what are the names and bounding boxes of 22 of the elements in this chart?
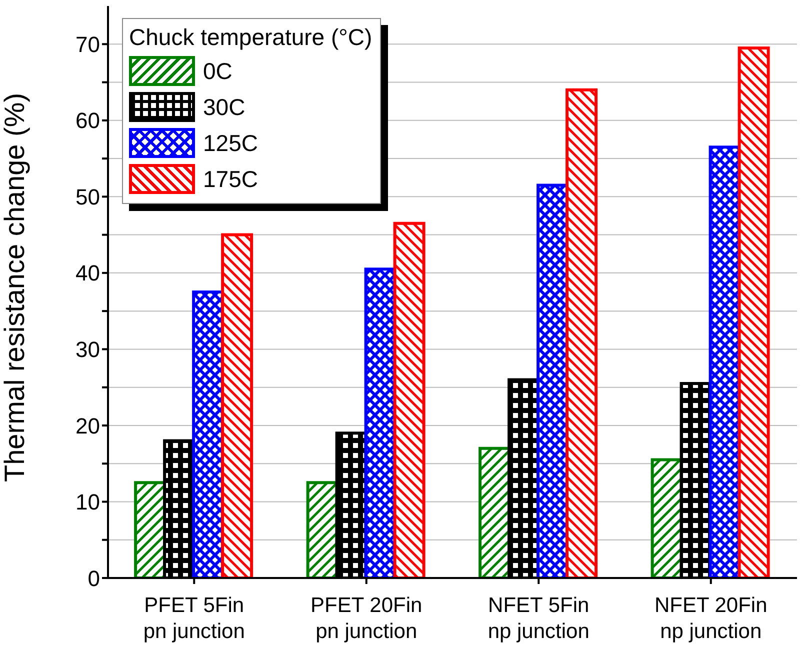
legend-title: Chuck temperature (°C)	[129, 23, 372, 51]
y-tick-label: 0	[88, 566, 100, 591]
legend-label: 0C	[203, 57, 232, 85]
bar	[221, 233, 254, 578]
x-tick-label: NFET 20Fin np junction	[654, 594, 768, 643]
y-tick-label: 30	[76, 337, 100, 362]
y-tick-label: 50	[76, 184, 100, 210]
bar	[393, 222, 426, 578]
y-tick-label: 10	[76, 490, 100, 515]
y-tick-label: 70	[76, 32, 100, 57]
bar	[566, 88, 598, 578]
y-axis-title: Thermal resistance change (%)	[0, 92, 30, 482]
y-tick-label: 60	[76, 108, 100, 134]
y-tick-label: 20	[76, 413, 100, 438]
x-tick-label: PFET 5Fin pn junction	[143, 594, 245, 643]
legend-label: 30C	[203, 93, 246, 121]
bar	[738, 46, 770, 578]
legend-label: 125C	[203, 129, 258, 157]
legend-label: 175C	[203, 165, 258, 193]
x-tick-label: PFET 20Fin pn junction	[310, 594, 422, 643]
y-tick-label: 40	[76, 260, 100, 286]
x-tick-label: NFET 5Fin np junction	[488, 594, 590, 643]
